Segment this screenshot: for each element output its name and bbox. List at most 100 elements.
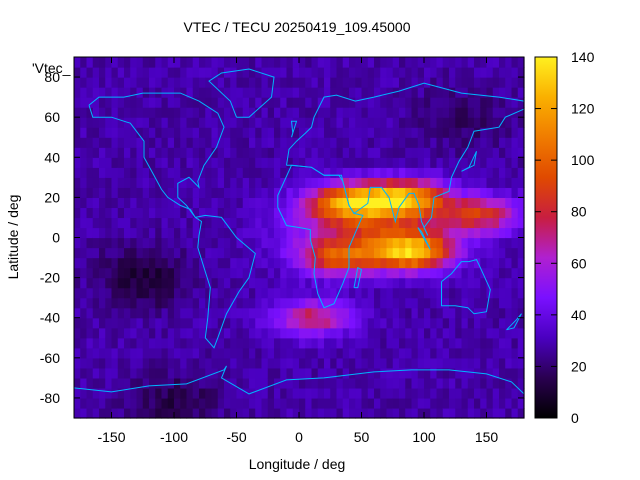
- heatmap-cell: [217, 387, 225, 399]
- heatmap-cell: [136, 377, 144, 389]
- heatmap-cell: [274, 297, 281, 309]
- heatmap-cell: [511, 157, 519, 168]
- heatmap-cell: [492, 187, 500, 198]
- heatmap-cell: [242, 227, 250, 239]
- heatmap-cell: [411, 397, 419, 409]
- heatmap-cell: [261, 387, 269, 399]
- heatmap-cell: [99, 287, 106, 299]
- heatmap-cell: [317, 77, 325, 88]
- heatmap-cell: [174, 137, 181, 148]
- heatmap-cell: [280, 167, 288, 178]
- heatmap-cell: [117, 317, 125, 329]
- heatmap-cell: [236, 247, 244, 259]
- heatmap-cell: [192, 367, 200, 379]
- heatmap-cell: [292, 207, 300, 219]
- heatmap-cell: [111, 377, 119, 389]
- heatmap-cell: [174, 307, 181, 319]
- colorbar-tick-label: 140: [571, 49, 595, 65]
- heatmap-cell: [336, 147, 344, 158]
- heatmap-cell: [155, 197, 163, 209]
- heatmap-cell: [449, 317, 456, 329]
- heatmap-cell: [186, 377, 194, 389]
- heatmap-cell: [505, 177, 513, 188]
- heatmap-cell: [461, 257, 469, 269]
- heatmap-cell: [130, 377, 138, 389]
- heatmap-cell: [142, 347, 150, 359]
- heatmap-cell: [380, 227, 388, 239]
- heatmap-cell: [380, 327, 388, 339]
- heatmap-cell: [317, 177, 325, 188]
- heatmap-cell: [399, 177, 406, 188]
- heatmap-cell: [492, 87, 500, 98]
- heatmap-cell: [124, 57, 131, 68]
- heatmap-cell: [224, 317, 231, 329]
- heatmap-cell: [161, 127, 169, 138]
- heatmap-cell: [92, 377, 100, 389]
- heatmap-cell: [442, 237, 450, 249]
- heatmap-cell: [192, 187, 200, 198]
- heatmap-cell: [430, 217, 438, 229]
- heatmap-cell: [286, 247, 294, 259]
- heatmap-cell: [205, 387, 213, 399]
- heatmap-cell: [274, 347, 281, 359]
- heatmap-cell: [149, 207, 156, 219]
- heatmap-cell: [499, 367, 506, 379]
- heatmap-cell: [311, 247, 319, 259]
- heatmap-cell: [442, 297, 450, 309]
- heatmap-cell: [405, 347, 413, 359]
- heatmap-cell: [299, 57, 306, 68]
- heatmap-cell: [386, 157, 394, 168]
- heatmap-cell: [280, 347, 288, 359]
- heatmap-cell: [167, 127, 175, 138]
- heatmap-cell: [474, 327, 481, 339]
- heatmap-cell: [361, 347, 369, 359]
- heatmap-cell: [492, 77, 500, 88]
- heatmap-cell: [99, 117, 106, 128]
- heatmap-cell: [80, 207, 88, 219]
- heatmap-cell: [255, 397, 263, 409]
- heatmap-cell: [174, 157, 181, 168]
- heatmap-cell: [380, 347, 388, 359]
- heatmap-cell: [336, 127, 344, 138]
- heatmap-cell: [136, 267, 144, 279]
- heatmap-cell: [399, 187, 406, 198]
- heatmap-cell: [449, 167, 456, 178]
- heatmap-cell: [280, 287, 288, 299]
- heatmap-cell: [105, 377, 113, 389]
- heatmap-cell: [249, 267, 256, 279]
- heatmap-cell: [480, 57, 488, 68]
- heatmap-cell: [374, 397, 381, 409]
- heatmap-cell: [517, 97, 525, 108]
- heatmap-cell: [230, 287, 238, 299]
- heatmap-cell: [292, 287, 300, 299]
- heatmap-cell: [286, 167, 294, 178]
- heatmap-cell: [486, 307, 494, 319]
- heatmap-cell: [192, 407, 200, 419]
- heatmap-cell: [317, 207, 325, 219]
- heatmap-cell: [142, 237, 150, 249]
- heatmap-cell: [186, 367, 194, 379]
- heatmap-cell: [117, 207, 125, 219]
- heatmap-cell: [311, 367, 319, 379]
- heatmap-cell: [286, 357, 294, 369]
- heatmap-cell: [180, 297, 188, 309]
- heatmap-cell: [136, 87, 144, 98]
- heatmap-cell: [367, 227, 375, 239]
- heatmap-cell: [167, 407, 175, 419]
- heatmap-cell: [336, 287, 344, 299]
- heatmap-cell: [111, 167, 119, 178]
- heatmap-cell: [517, 237, 525, 249]
- heatmap-cell: [330, 187, 338, 198]
- heatmap-cell: [361, 97, 369, 108]
- heatmap-cell: [274, 207, 281, 219]
- heatmap-cell: [336, 277, 344, 289]
- heatmap-cell: [130, 317, 138, 329]
- heatmap-cell: [324, 247, 331, 259]
- heatmap-cell: [411, 367, 419, 379]
- heatmap-cell: [230, 317, 238, 329]
- heatmap-cell: [311, 297, 319, 309]
- heatmap-cell: [467, 67, 475, 78]
- heatmap-cell: [299, 107, 306, 118]
- heatmap-cell: [117, 267, 125, 279]
- heatmap-cell: [99, 147, 106, 158]
